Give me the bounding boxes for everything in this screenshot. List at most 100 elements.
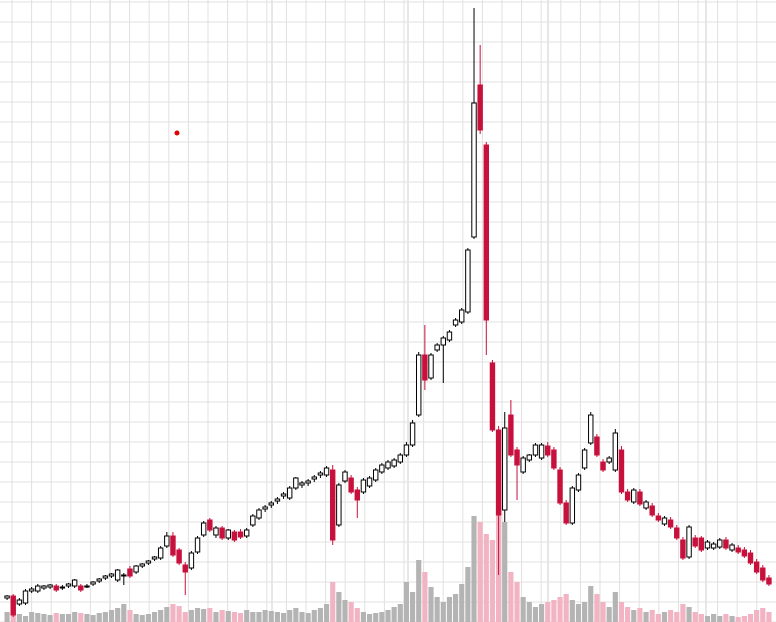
candle-body xyxy=(108,573,115,577)
volume-bar xyxy=(735,617,741,622)
candle-body xyxy=(237,531,244,538)
volume-bar xyxy=(711,614,717,622)
candle-body xyxy=(114,569,121,581)
volume-bar xyxy=(557,597,563,622)
candle-body xyxy=(10,595,16,616)
volume-bar xyxy=(428,587,434,622)
volume-bar xyxy=(293,608,299,622)
candle-body xyxy=(452,319,459,326)
candle-body xyxy=(151,556,158,560)
candle-body xyxy=(22,590,29,604)
candle-body xyxy=(760,567,766,581)
candle-body xyxy=(323,467,330,476)
candle-body xyxy=(164,535,170,547)
candle-body xyxy=(311,476,317,480)
volume-bar xyxy=(379,612,385,622)
volume-bar xyxy=(268,611,274,622)
candle-body xyxy=(612,432,619,471)
volume-bar xyxy=(96,613,102,622)
candle-body xyxy=(176,549,182,564)
volume-bar xyxy=(618,602,625,622)
candle-body xyxy=(667,519,674,528)
volume-bar xyxy=(29,612,35,622)
candle-body xyxy=(329,469,336,541)
candle-body xyxy=(526,454,533,461)
volume-bar xyxy=(680,604,686,622)
candle-body xyxy=(397,454,403,463)
volume-bar xyxy=(102,612,108,622)
volume-bar xyxy=(170,604,176,622)
volume-bar xyxy=(391,607,397,622)
candle-body xyxy=(704,541,711,549)
candle-body xyxy=(157,547,164,559)
candle-body xyxy=(360,479,367,493)
candle-body xyxy=(581,449,588,469)
candle-body xyxy=(342,471,348,482)
volume-bar xyxy=(661,612,668,622)
candle-body xyxy=(90,581,96,585)
candle-body xyxy=(692,537,698,547)
candle-body xyxy=(710,543,717,549)
volume-bar xyxy=(489,540,496,622)
volume-bar xyxy=(698,614,704,622)
candle-body xyxy=(41,585,47,589)
volume-bar xyxy=(637,608,643,622)
candle-body xyxy=(747,552,754,564)
volume-bar xyxy=(563,594,569,622)
volume-bar xyxy=(59,614,65,622)
candle-body xyxy=(618,449,625,493)
candle-body xyxy=(250,515,256,526)
volume-bar xyxy=(47,615,53,622)
candle-body xyxy=(674,527,680,539)
candle-body xyxy=(741,549,748,557)
candle-body xyxy=(102,575,109,579)
candle-body xyxy=(717,539,723,548)
volume-bar xyxy=(90,615,96,622)
volume-bar xyxy=(305,613,311,622)
candle-body xyxy=(243,529,250,537)
candle-body xyxy=(53,585,59,591)
volume-bar xyxy=(471,516,477,622)
volume-bar xyxy=(207,608,213,622)
candle-body xyxy=(4,595,10,599)
candle-body xyxy=(649,505,655,516)
candle-body xyxy=(268,502,274,506)
candle-body xyxy=(121,574,127,577)
volume-bar xyxy=(194,608,201,622)
volume-bar xyxy=(446,597,453,622)
volume-bar xyxy=(508,572,514,622)
candle-body xyxy=(508,414,514,456)
volume-bar xyxy=(747,614,754,622)
volume-bar xyxy=(643,612,649,622)
candle-body xyxy=(471,102,477,238)
candle-body xyxy=(545,445,551,456)
candle-body xyxy=(729,544,735,551)
volume-bar xyxy=(582,602,588,622)
candle-body xyxy=(145,560,152,564)
candle-body xyxy=(317,472,324,476)
candle-body xyxy=(286,487,293,499)
candle-body xyxy=(661,517,668,525)
candle-body xyxy=(502,427,508,511)
volume-bar xyxy=(459,584,465,622)
volume-bar xyxy=(176,606,182,622)
candle-body xyxy=(631,489,637,503)
volume-bar xyxy=(539,604,545,622)
volume-bar xyxy=(360,612,367,622)
volume-bar xyxy=(108,610,115,622)
candle-body xyxy=(655,515,662,521)
candle-body xyxy=(133,565,139,573)
volume-bar xyxy=(741,616,747,622)
candle-body xyxy=(373,469,379,481)
volume-bar xyxy=(631,610,637,622)
volume-bar xyxy=(280,613,287,622)
volume-bar xyxy=(453,594,459,622)
candle-body xyxy=(465,249,471,313)
candle-body xyxy=(588,414,594,444)
volume-bar xyxy=(465,567,471,622)
candle-body xyxy=(293,477,299,489)
volume-bar xyxy=(692,612,698,622)
candle-body xyxy=(416,354,422,416)
candle-body xyxy=(348,477,354,493)
